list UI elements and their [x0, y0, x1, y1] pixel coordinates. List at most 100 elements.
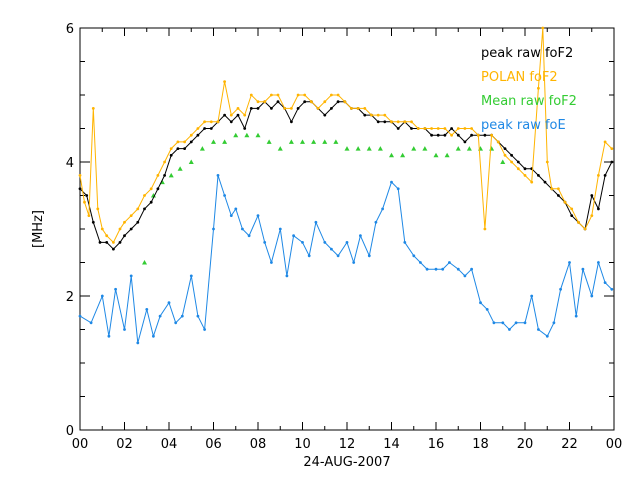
data-point — [570, 214, 574, 218]
x-tick-label: 18 — [472, 437, 489, 452]
data-point — [510, 160, 513, 164]
data-point — [537, 328, 540, 331]
triangle-marker — [211, 139, 216, 144]
data-point — [229, 214, 233, 218]
data-point — [403, 241, 407, 244]
data-point — [557, 194, 560, 197]
data-point — [129, 214, 133, 218]
triangle-marker — [311, 139, 317, 144]
data-point — [336, 254, 340, 258]
data-point — [443, 127, 447, 130]
data-point — [96, 207, 100, 211]
data-point — [243, 113, 247, 117]
series-mean-raw-foF2 — [142, 132, 506, 265]
x-tick-label: 00 — [72, 437, 89, 452]
triangle-marker — [222, 139, 228, 144]
data-point — [450, 127, 453, 130]
data-point — [301, 241, 304, 244]
data-point — [223, 113, 227, 117]
data-point — [163, 174, 167, 177]
data-point — [163, 160, 167, 164]
data-point — [456, 267, 460, 271]
triangle-marker — [355, 146, 361, 151]
data-point — [603, 281, 607, 284]
data-point — [123, 234, 126, 238]
data-point — [336, 93, 340, 97]
triangle-marker — [288, 139, 294, 144]
data-point — [167, 301, 171, 305]
triangle-marker — [444, 152, 450, 158]
data-point — [236, 107, 240, 110]
series-layer — [78, 26, 614, 345]
triangle-marker — [188, 159, 194, 164]
data-point — [483, 227, 487, 231]
data-point — [149, 187, 153, 191]
data-point — [78, 314, 82, 318]
x-tick-label: 12 — [339, 437, 356, 452]
data-point — [223, 194, 227, 197]
data-point — [485, 308, 489, 311]
data-point — [376, 120, 380, 124]
data-point — [463, 127, 467, 130]
data-point — [383, 113, 387, 117]
data-point — [276, 100, 280, 104]
x-tick-label: 16 — [428, 437, 445, 452]
data-point — [203, 127, 207, 130]
y-tick-label: 6 — [66, 22, 74, 37]
data-point — [448, 261, 451, 264]
data-point — [552, 321, 556, 325]
data-point — [336, 100, 340, 104]
triangle-marker — [466, 146, 472, 151]
data-point — [403, 120, 407, 124]
data-point — [343, 100, 347, 104]
data-point — [156, 174, 160, 177]
data-point — [503, 153, 507, 157]
data-point — [550, 187, 554, 191]
data-point — [216, 120, 220, 124]
data-point — [350, 107, 353, 110]
data-point — [87, 214, 91, 218]
data-point — [270, 107, 273, 110]
data-point — [577, 220, 580, 224]
legend-entry: peak raw foF2 — [481, 46, 573, 61]
data-point — [118, 241, 122, 244]
x-tick-label: 22 — [561, 437, 578, 452]
triangle-marker — [377, 146, 383, 151]
data-point — [152, 334, 155, 338]
legend-entry: peak raw foE — [481, 118, 566, 133]
triangle-marker — [366, 146, 372, 151]
data-point — [176, 147, 180, 151]
data-point — [285, 274, 289, 278]
y-tick-label: 4 — [66, 156, 74, 171]
data-point — [470, 267, 473, 271]
data-point — [523, 167, 527, 171]
data-point — [196, 133, 200, 137]
data-point — [212, 227, 215, 231]
data-point — [91, 220, 95, 224]
data-point — [236, 113, 240, 117]
data-point — [356, 107, 360, 110]
x-tick-label: 08 — [250, 437, 267, 452]
data-point — [396, 120, 400, 124]
data-point — [543, 180, 547, 184]
data-point — [425, 267, 429, 271]
data-point — [143, 207, 146, 211]
data-point — [189, 133, 193, 137]
data-point — [203, 328, 207, 331]
legend-entry: Mean raw foF2 — [481, 94, 577, 109]
x-axis-ticks: 00 02 04 06 08 10 12 14 16 18 20 22 00 — [72, 28, 622, 452]
data-point — [307, 254, 311, 258]
data-point — [216, 174, 220, 177]
data-point — [196, 127, 200, 130]
data-point — [136, 207, 140, 211]
x-tick-label: 06 — [205, 437, 222, 452]
data-point — [169, 147, 173, 151]
data-point — [530, 294, 534, 298]
triangle-marker — [344, 146, 350, 151]
data-point — [508, 328, 511, 331]
data-point — [523, 174, 527, 177]
data-point — [390, 180, 393, 184]
data-point — [83, 200, 86, 204]
data-point — [123, 328, 126, 331]
